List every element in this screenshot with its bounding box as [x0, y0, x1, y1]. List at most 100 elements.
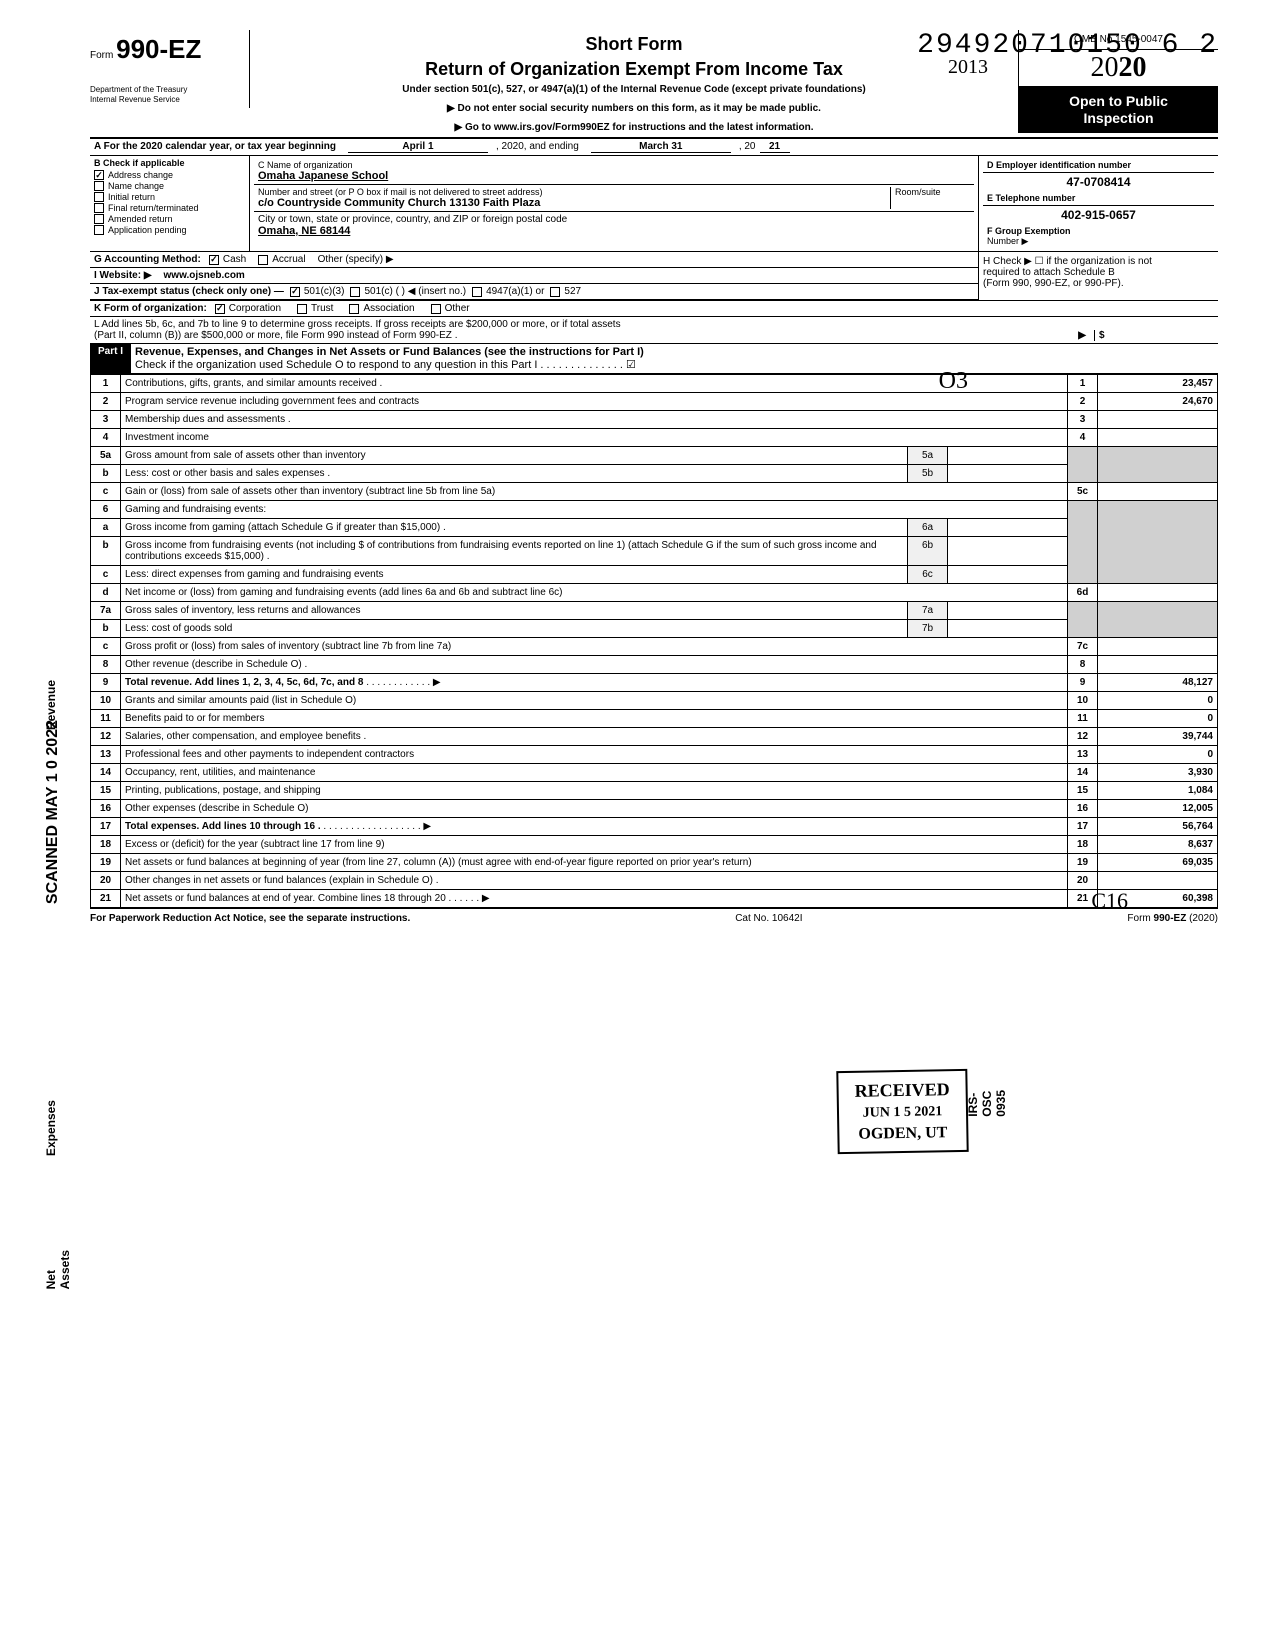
dept-line1: Department of the Treasury	[90, 85, 241, 95]
line-5a: 5aGross amount from sale of assets other…	[91, 447, 1218, 465]
line-6d-amt[interactable]	[1098, 584, 1218, 602]
line-12: 12Salaries, other compensation, and empl…	[91, 728, 1218, 746]
line-15-amt[interactable]: 1,084	[1098, 782, 1218, 800]
checkbox-cash[interactable]: ✓	[209, 255, 219, 265]
checkbox-501c3[interactable]: ✓	[290, 287, 300, 297]
netassets-label: Net Assets	[44, 1250, 72, 1289]
line-7a-val[interactable]	[948, 602, 1068, 620]
ein-value[interactable]: 47-0708414	[983, 173, 1214, 191]
checkbox-initial-return[interactable]	[94, 192, 104, 202]
line-19: 19Net assets or fund balances at beginni…	[91, 854, 1218, 872]
checkbox-name-change[interactable]	[94, 181, 104, 191]
line-5c-amt[interactable]	[1098, 483, 1218, 501]
checkbox-final-return[interactable]	[94, 203, 104, 213]
inspection: Inspection	[1023, 110, 1214, 127]
line-21: 21Net assets or fund balances at end of …	[91, 890, 1218, 908]
part1-header-row: Part I Revenue, Expenses, and Changes in…	[90, 344, 1218, 374]
phone-label: E Telephone number	[983, 191, 1214, 206]
line-6b: bGross income from fundraising events (n…	[91, 537, 1218, 566]
checkbox-pending[interactable]	[94, 225, 104, 235]
line-7c-amt[interactable]	[1098, 638, 1218, 656]
line-4-amt[interactable]	[1098, 429, 1218, 447]
checkbox-other-org[interactable]	[431, 304, 441, 314]
part1-badge: Part I	[90, 344, 131, 373]
ein-label: D Employer identification number	[983, 158, 1214, 173]
instruction-2: ▶ Go to www.irs.gov/Form990EZ for instru…	[258, 122, 1010, 133]
line-7a: 7aGross sales of inventory, less returns…	[91, 602, 1218, 620]
form-of-org-row: K Form of organization: ✓Corporation Tru…	[90, 301, 1218, 317]
instruction-1: ▶ Do not enter social security numbers o…	[258, 103, 1010, 114]
received-stamp: RECEIVED JUN 1 5 2021 OGDEN, UT	[836, 1069, 968, 1154]
line-8: 8Other revenue (describe in Schedule O) …	[91, 656, 1218, 674]
line-6c: cLess: direct expenses from gaming and f…	[91, 566, 1218, 584]
line-4: 4Investment income4	[91, 429, 1218, 447]
main-title: Return of Organization Exempt From Incom…	[258, 59, 1010, 80]
line-20-amt[interactable]	[1098, 872, 1218, 890]
org-city[interactable]: Omaha, NE 68144	[258, 225, 350, 237]
footer-right: Form 990-EZ (2020)	[1127, 913, 1218, 924]
line-15: 15Printing, publications, postage, and s…	[91, 782, 1218, 800]
h-line1: H Check ▶ ☐ if the organization is not	[983, 256, 1214, 267]
checkbox-trust[interactable]	[297, 304, 307, 314]
line-18-amt[interactable]: 8,637	[1098, 836, 1218, 854]
line-17-amt[interactable]: 56,764	[1098, 818, 1218, 836]
h-line3: (Form 990, 990-EZ, or 990-PF).	[983, 278, 1214, 289]
checkbox-4947[interactable]	[472, 287, 482, 297]
subtitle: Under section 501(c), 527, or 4947(a)(1)…	[258, 84, 1010, 95]
period-end[interactable]: March 31	[591, 141, 731, 153]
line-2-amt[interactable]: 24,670	[1098, 393, 1218, 411]
accounting-method-row: G Accounting Method: ✓Cash Accrual Other…	[90, 252, 978, 268]
org-street[interactable]: c/o Countryside Community Church 13130 F…	[258, 197, 540, 209]
dept-line2: Internal Revenue Service	[90, 95, 241, 105]
line-6a-val[interactable]	[948, 519, 1068, 537]
line-6c-val[interactable]	[948, 566, 1068, 584]
line-6: 6Gaming and fundraising events:	[91, 501, 1218, 519]
line-19-amt[interactable]: 69,035	[1098, 854, 1218, 872]
scanned-stamp: SCANNED MAY 1 0 2022	[44, 720, 62, 904]
line-8-amt[interactable]	[1098, 656, 1218, 674]
line-18: 18Excess or (deficit) for the year (subt…	[91, 836, 1218, 854]
line-20: 20Other changes in net assets or fund ba…	[91, 872, 1218, 890]
checkbox-corp[interactable]: ✓	[215, 304, 225, 314]
line-11-amt[interactable]: 0	[1098, 710, 1218, 728]
line-12-amt[interactable]: 39,744	[1098, 728, 1218, 746]
footer: For Paperwork Reduction Act Notice, see …	[90, 908, 1218, 924]
checkbox-amended[interactable]	[94, 214, 104, 224]
line-14: 14Occupancy, rent, utilities, and mainte…	[91, 764, 1218, 782]
line-6d: dNet income or (loss) from gaming and fu…	[91, 584, 1218, 602]
line-10-amt[interactable]: 0	[1098, 692, 1218, 710]
lines-table: 1Contributions, gifts, grants, and simil…	[90, 374, 1218, 908]
line-1-amt[interactable]: 23,457	[1098, 375, 1218, 393]
org-info-block: B Check if applicable ✓Address change Na…	[90, 156, 1218, 252]
website-value[interactable]: www.ojsneb.com	[164, 270, 245, 281]
line-9-amt[interactable]: 48,127	[1098, 674, 1218, 692]
period-row: A For the 2020 calendar year, or tax yea…	[90, 139, 1218, 156]
checkbox-527[interactable]	[550, 287, 560, 297]
line-14-amt[interactable]: 3,930	[1098, 764, 1218, 782]
line-2: 2Program service revenue including gover…	[91, 393, 1218, 411]
checkbox-assoc[interactable]	[349, 304, 359, 314]
org-name[interactable]: Omaha Japanese School	[258, 170, 388, 182]
line-3-amt[interactable]	[1098, 411, 1218, 429]
handwritten-o3: O3	[939, 368, 968, 395]
handwritten-c16: C16	[1091, 888, 1128, 914]
checkbox-accrual[interactable]	[258, 255, 268, 265]
checkbox-address-change[interactable]: ✓	[94, 170, 104, 180]
line-5b-val[interactable]	[948, 465, 1068, 483]
line-5c: cGain or (loss) from sale of assets othe…	[91, 483, 1218, 501]
period-begin[interactable]: April 1	[348, 141, 488, 153]
line-9: 9Total revenue. Add lines 1, 2, 3, 4, 5c…	[91, 674, 1218, 692]
line-16-amt[interactable]: 12,005	[1098, 800, 1218, 818]
line-13-amt[interactable]: 0	[1098, 746, 1218, 764]
line-6b-val[interactable]	[948, 537, 1068, 566]
line-5a-val[interactable]	[948, 447, 1068, 465]
line-7b: bLess: cost of goods sold7b	[91, 620, 1218, 638]
line-13: 13Professional fees and other payments t…	[91, 746, 1218, 764]
checkbox-501c[interactable]	[350, 287, 360, 297]
irs-osc-label: IRS-OSC 0935	[966, 1090, 1008, 1117]
period-year[interactable]: 21	[760, 141, 790, 153]
line-16: 16Other expenses (describe in Schedule O…	[91, 800, 1218, 818]
line-11: 11Benefits paid to or for members110	[91, 710, 1218, 728]
line-7b-val[interactable]	[948, 620, 1068, 638]
phone-value[interactable]: 402-915-0657	[983, 206, 1214, 224]
